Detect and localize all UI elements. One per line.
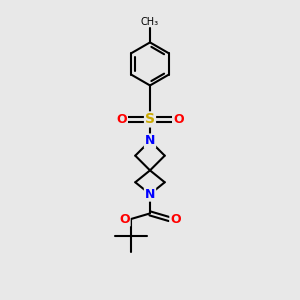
Text: S: S: [145, 112, 155, 126]
Text: N: N: [145, 134, 155, 147]
Text: O: O: [173, 113, 184, 126]
Text: O: O: [170, 213, 181, 226]
Text: O: O: [119, 213, 130, 226]
Text: CH₃: CH₃: [141, 17, 159, 27]
Text: O: O: [116, 113, 127, 126]
Text: N: N: [145, 188, 155, 201]
